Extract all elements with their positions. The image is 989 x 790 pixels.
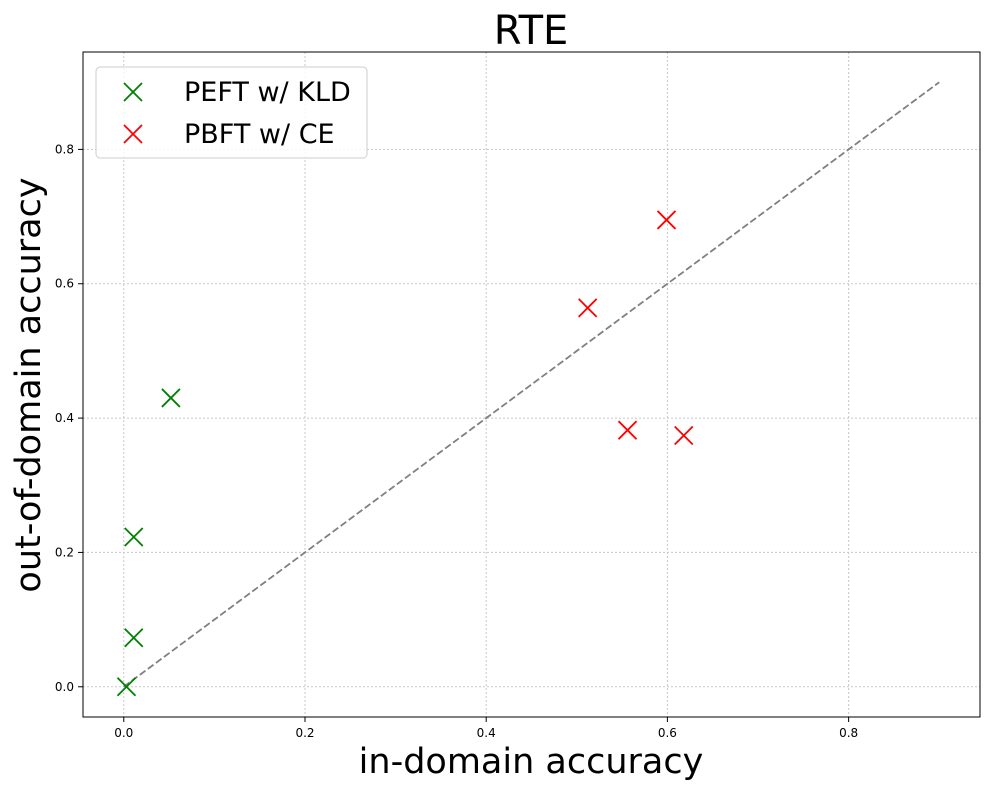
legend-label-pbft: PBFT w/ CE [184, 119, 335, 150]
tick-layer: 0.0 0.2 0.4 0.6 0.8 0.0 0.2 0.4 0.6 0.8 [55, 142, 858, 740]
y-tick-label: 0.4 [55, 411, 74, 425]
peft-point [116, 677, 137, 697]
x-tick-label: 0.0 [114, 726, 133, 740]
chart-title: RTE [494, 8, 569, 54]
pbft-point [578, 298, 598, 318]
peft-point [124, 628, 144, 648]
pbft-point [617, 420, 638, 440]
legend-marker-pbft [123, 124, 143, 144]
plot-frame [82, 51, 981, 718]
x-tick-label: 0.6 [658, 726, 677, 740]
y-tick-label: 0.8 [55, 142, 74, 156]
y-tick-label: 0.6 [55, 277, 74, 291]
reference-line-layer [123, 81, 940, 688]
legend-x-icon [123, 82, 143, 102]
x-tick-label: 0.4 [477, 726, 496, 740]
pbft-point [656, 210, 677, 230]
point-layer [116, 210, 694, 697]
pbft-point [674, 425, 694, 446]
legend-label-peft: PEFT w/ KLD [184, 77, 351, 108]
peft-point [124, 527, 144, 547]
diagonal-reference-line [123, 81, 940, 688]
x-axis-label: in-domain accuracy [359, 742, 704, 782]
grid-layer [83, 52, 980, 717]
y-axis-label: out-of-domain accuracy [9, 177, 49, 592]
legend-box [95, 66, 368, 159]
y-tick-label: 0.0 [55, 680, 74, 694]
y-tick-label: 0.2 [55, 545, 74, 559]
legend-x-icon [123, 124, 143, 144]
peft-point [161, 388, 181, 408]
x-tick-label: 0.2 [295, 726, 314, 740]
legend-marker-peft [123, 82, 143, 102]
legend: PEFT w/ KLD PBFT w/ CE [95, 66, 368, 159]
x-tick-label: 0.8 [839, 726, 858, 740]
